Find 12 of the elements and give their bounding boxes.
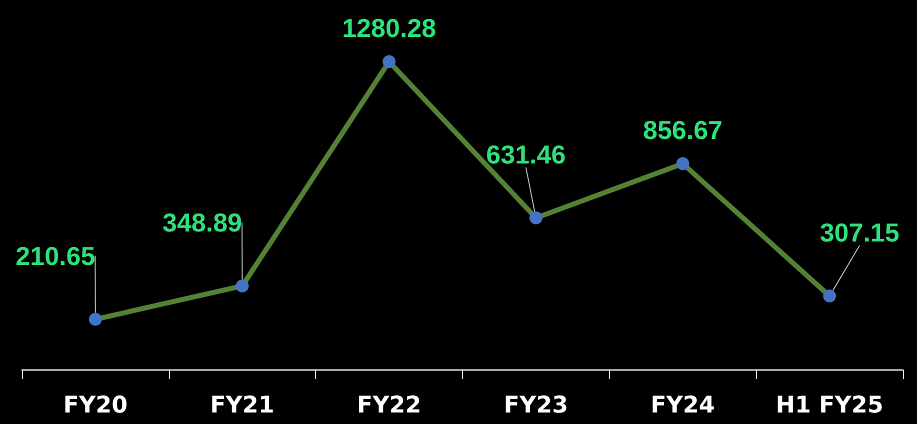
- data-label: 856.67: [642, 115, 723, 146]
- data-label: 307.15: [820, 218, 900, 248]
- data-label: 348.89: [162, 207, 242, 238]
- x-tick-label: H1 FY25: [776, 392, 884, 418]
- data-label: 631.46: [486, 139, 566, 170]
- data-label: 1280.28: [342, 13, 436, 44]
- x-tick-label: FY23: [504, 392, 568, 418]
- x-tick-label: FY21: [210, 392, 274, 418]
- x-tick-label: FY22: [356, 392, 422, 418]
- x-tick-label: FY20: [63, 392, 128, 418]
- data-label: 210.65: [16, 240, 96, 271]
- x-tick-label: FY24: [650, 392, 715, 418]
